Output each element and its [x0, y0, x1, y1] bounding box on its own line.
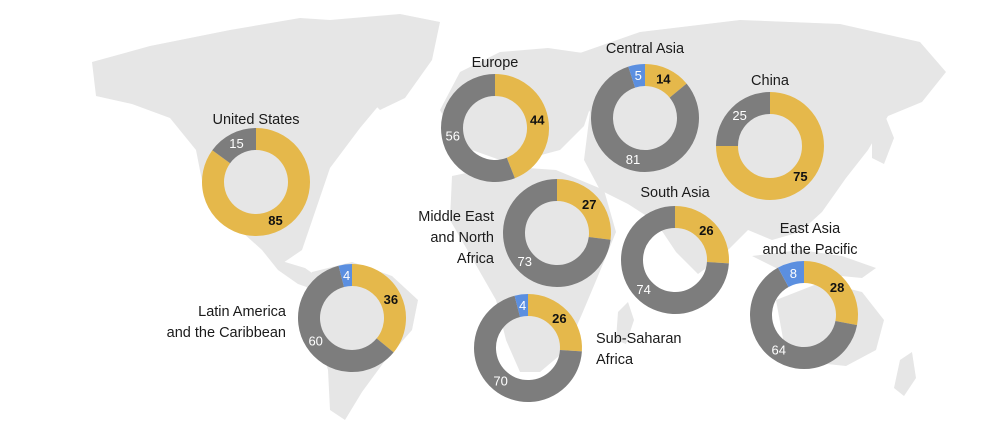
- donut-slice-gold: [716, 92, 824, 200]
- slice-value-label: 4: [343, 268, 350, 283]
- slice-value-label: 5: [635, 68, 642, 83]
- slice-value-label: 25: [732, 108, 746, 123]
- slice-value-label: 73: [518, 254, 532, 269]
- donut-chart-3: 14 81 5: [591, 64, 699, 172]
- slice-value-label: 28: [830, 280, 844, 295]
- region-label: and North: [430, 230, 494, 246]
- region-label: Sub-Saharan: [596, 331, 681, 347]
- map-madagascar: [616, 302, 634, 344]
- donut-slice-gray: [750, 267, 858, 369]
- slice-value-label: 8: [790, 266, 797, 281]
- donut-group: 85 15 44 56 14 81 5 75 25 27 73 26 74 28 64 8 36 60 4 26 70 4: [202, 64, 858, 402]
- donut-slice-blue: [514, 294, 529, 318]
- map-greenland: [330, 14, 440, 110]
- map-central-america: [262, 250, 322, 290]
- donut-slice-gray: [212, 128, 257, 164]
- donut-chart-9: 26 70 4: [474, 294, 582, 402]
- region-label: and the Pacific: [762, 242, 857, 258]
- slice-value-label: 75: [793, 169, 807, 184]
- region-label-group: United States Europe Central Asia China Midd…: [167, 41, 858, 368]
- donut-slice-gray: [474, 295, 582, 402]
- donut-slice-gray: [716, 92, 771, 147]
- slice-value-label: 85: [268, 213, 282, 228]
- donut-slice-gold: [202, 128, 310, 236]
- map-japan: [872, 118, 894, 164]
- region-label: United States: [212, 112, 299, 128]
- slice-value-label: 26: [552, 311, 566, 326]
- slice-value-label: 27: [582, 197, 596, 212]
- slice-value-label: 81: [626, 152, 640, 167]
- slice-value-label: 74: [636, 282, 650, 297]
- region-label: Europe: [472, 55, 519, 71]
- donut-chart-4: 75 25: [716, 92, 824, 200]
- donut-slice-blue: [777, 261, 805, 288]
- donut-chart-1: 85 15: [202, 128, 310, 236]
- slice-value-label: 60: [308, 334, 322, 349]
- slice-value-label: 44: [530, 112, 545, 127]
- region-label: Africa: [457, 251, 495, 267]
- slice-value-label: 14: [656, 72, 671, 87]
- donut-slice-gray: [298, 265, 394, 372]
- donut-slice-gold: [351, 264, 406, 353]
- donut-slice-gold: [556, 179, 611, 240]
- donut-slice-blue: [628, 64, 646, 88]
- donut-slice-gold: [674, 206, 729, 264]
- slice-value-label: 70: [493, 374, 507, 389]
- slice-value-label: 36: [384, 292, 398, 307]
- donut-slice-blue: [338, 264, 353, 288]
- donut-slice-gold: [527, 294, 582, 352]
- region-label: China: [751, 73, 790, 89]
- region-label: East Asia: [780, 221, 841, 237]
- donut-chart-2: 44 56: [441, 74, 549, 182]
- donut-chart-5: 27 73: [503, 179, 611, 287]
- donut-slice-gold: [644, 64, 687, 99]
- slice-value-label: 15: [229, 136, 243, 151]
- donut-slice-gray: [441, 74, 515, 182]
- region-label: and the Caribbean: [167, 325, 286, 341]
- slice-value-label: 64: [771, 342, 785, 357]
- donut-chart-6: 26 74: [621, 206, 729, 314]
- donut-slice-gold: [494, 74, 549, 179]
- donut-chart-7: 28 64 8: [750, 261, 858, 369]
- map-new-zealand: [894, 352, 916, 396]
- donut-slice-gray: [621, 206, 729, 314]
- slice-value-label: 26: [699, 223, 713, 238]
- donut-chart-8: 36 60 4: [298, 264, 406, 372]
- region-label: South Asia: [640, 185, 710, 201]
- region-label: Middle East: [418, 209, 494, 225]
- donut-slice-gray: [591, 66, 699, 172]
- region-label: Africa: [596, 352, 634, 368]
- donut-slice-gray: [503, 179, 611, 287]
- donut-slice-gold: [803, 261, 858, 326]
- region-label: Central Asia: [606, 41, 685, 57]
- slice-value-label: 4: [519, 298, 526, 313]
- slice-value-label: 56: [446, 129, 460, 144]
- region-label: Latin America: [198, 304, 287, 320]
- map-australia: [776, 282, 884, 366]
